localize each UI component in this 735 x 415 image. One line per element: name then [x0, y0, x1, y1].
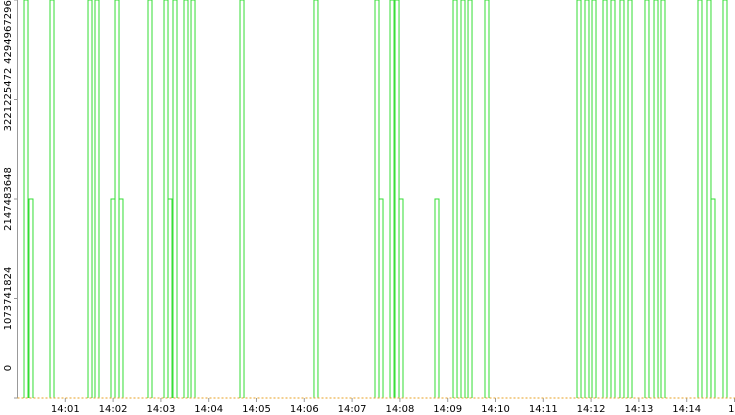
- pulse: [602, 0, 608, 398]
- pulse: [644, 0, 650, 398]
- x-tick-label: 14:01: [51, 404, 80, 415]
- y-tick-label: 0: [3, 365, 14, 371]
- pulse: [619, 0, 625, 398]
- pulse: [710, 198, 716, 398]
- pulse: [183, 0, 189, 398]
- pulse: [722, 0, 728, 398]
- pulse: [172, 0, 178, 398]
- y-tick-label: 3221225472: [3, 68, 14, 132]
- pulse: [591, 0, 597, 398]
- pulse: [239, 0, 245, 398]
- x-tick-label: 14:03: [146, 404, 175, 415]
- pulse: [49, 0, 55, 398]
- y-tick-label: 1073741824: [3, 267, 14, 331]
- x-tick-label: 14:07: [338, 404, 367, 415]
- x-tick-label: 14:02: [99, 404, 128, 415]
- pulse: [627, 0, 633, 398]
- x-tick-label: 14: [728, 404, 735, 415]
- pulse: [653, 0, 659, 398]
- y-tick-label: 4294967296: [3, 0, 14, 64]
- pulse: [697, 0, 703, 398]
- x-tick-label: 14:12: [577, 404, 606, 415]
- pulse: [584, 0, 590, 398]
- pulse: [94, 0, 100, 398]
- pulse: [610, 0, 616, 398]
- y-tick-label: 2147483648: [3, 167, 14, 231]
- pulse: [28, 198, 34, 398]
- x-tick-label: 14:13: [624, 404, 653, 415]
- pulse: [452, 0, 458, 398]
- pulse: [167, 198, 173, 398]
- pulse: [484, 0, 490, 398]
- pulse: [118, 198, 124, 398]
- x-tick-label: 14:11: [529, 404, 558, 415]
- x-tick-label: 14:14: [672, 404, 701, 415]
- pulse: [23, 0, 29, 398]
- pulse: [398, 198, 404, 398]
- x-tick-label: 14:08: [385, 404, 414, 415]
- x-tick-label: 14:06: [290, 404, 319, 415]
- pulse: [460, 0, 466, 398]
- pulse: [576, 0, 582, 398]
- pulse: [434, 198, 440, 398]
- pulse: [389, 0, 395, 398]
- pulse: [87, 0, 93, 398]
- x-tick-label: 14:09: [433, 404, 462, 415]
- pulse: [660, 0, 666, 398]
- x-tick-label: 14:04: [194, 404, 223, 415]
- pulse: [467, 0, 473, 398]
- x-tick-label: 14:05: [242, 404, 271, 415]
- pulse: [313, 0, 319, 398]
- x-tick-label: 14:10: [481, 404, 510, 415]
- pulse: [190, 0, 196, 398]
- pulse: [378, 198, 384, 398]
- pulse: [147, 0, 153, 398]
